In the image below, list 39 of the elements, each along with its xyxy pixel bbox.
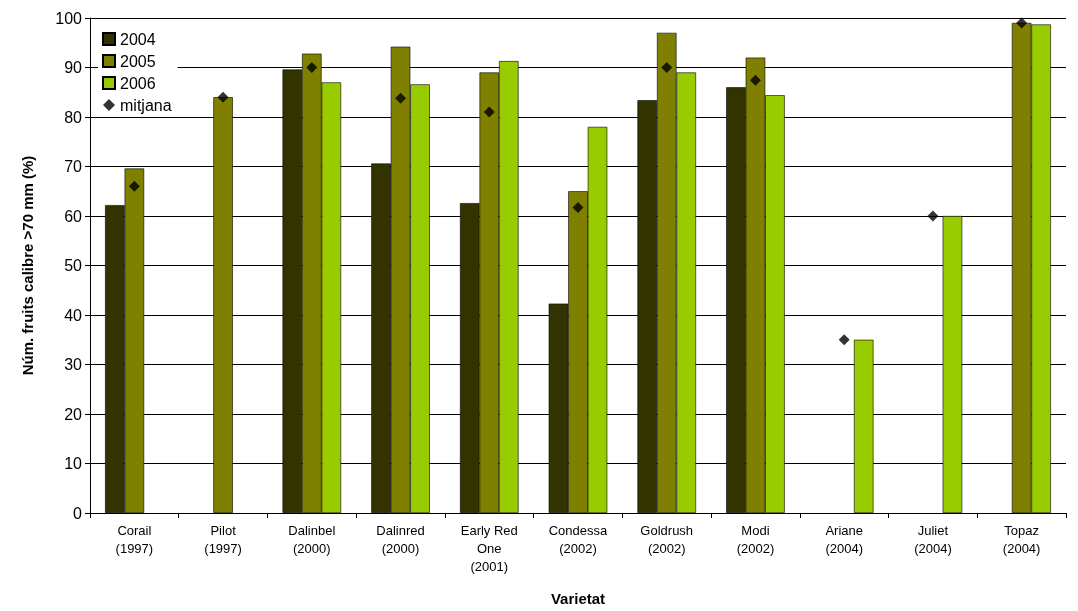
y-axis-title: Núm. fruits calibre >70 mm (%) [19,155,36,376]
y-tick-label: 80 [64,108,83,126]
point [306,62,318,73]
point [572,202,584,214]
point [927,210,939,222]
point [749,74,761,86]
y-tick-label: 100 [55,9,83,27]
x-tick-label: Early Red One (2001) [460,522,518,574]
x-axis-title: Varietat [550,590,606,607]
x-tick-label: Condessa (2002) [548,522,609,556]
y-tick-label: 30 [64,356,83,373]
point [661,62,673,73]
point [395,92,407,104]
legend-label: 2004 [120,30,156,48]
point [217,91,229,103]
point [483,106,495,118]
legend-label: 2006 [120,74,156,92]
y-tick-label: 20 [64,405,83,423]
legend-label: 2005 [120,52,156,70]
x-tick-label: Goldrush (2002) [640,522,694,556]
x-tick-label: Ariane (2004) [825,522,863,556]
x-tick-label: Corail (1997) [115,522,154,556]
y-tick-label: 60 [64,207,83,225]
point [838,334,850,346]
x-tick-label: Modi (2002) [736,522,775,556]
y-tick-label: 40 [64,306,83,324]
y-tick-label: 10 [64,455,83,472]
point [128,180,140,192]
y-tick-label: 0 [73,504,83,522]
y-tick-label: 90 [64,59,83,76]
legend-label: mitjana [120,96,172,114]
point [1016,17,1028,29]
x-tick-label: Dalinbel (2000) [288,522,336,556]
x-tick-label: Topaz (2004) [1002,522,1041,556]
x-tick-label: Dalinred (2000) [376,522,425,556]
x-tick-label: Pilot (1997) [204,522,242,556]
y-tick-label: 50 [64,257,83,274]
x-tick-label: Juliet (2004) [914,522,952,556]
y-tick-label: 70 [64,158,83,175]
